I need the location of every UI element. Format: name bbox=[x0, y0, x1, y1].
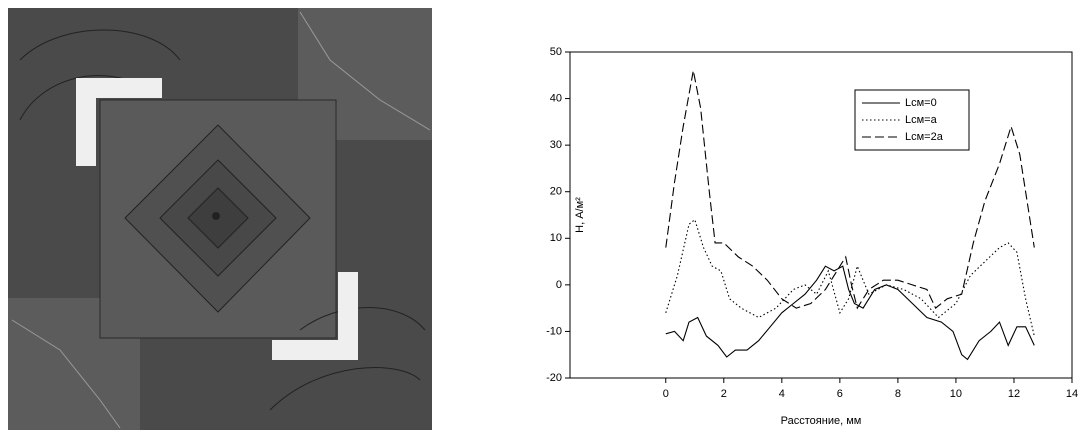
y-tick-label: 30 bbox=[550, 139, 562, 151]
x-tick-label: 14 bbox=[1066, 388, 1078, 400]
y-tick-label: -10 bbox=[546, 325, 562, 337]
x-tick-label: 0 bbox=[663, 388, 669, 400]
x-tick-label: 10 bbox=[950, 388, 962, 400]
x-tick-label: 12 bbox=[1008, 388, 1020, 400]
y-tick-label: 20 bbox=[550, 186, 562, 198]
y-tick-label: 10 bbox=[550, 232, 562, 244]
legend-label: Lсм=2a bbox=[905, 131, 944, 143]
x-tick-label: 2 bbox=[721, 388, 727, 400]
data-line bbox=[665, 70, 1035, 310]
contour-image bbox=[8, 8, 432, 430]
x-axis-label: Расстояние, мм bbox=[781, 415, 862, 427]
y-axis-label: Н, А/м² bbox=[574, 197, 586, 233]
y-tick-label: 40 bbox=[550, 92, 562, 104]
x-tick-label: 8 bbox=[895, 388, 901, 400]
data-line bbox=[665, 218, 1035, 337]
legend-label: Lсм=0 bbox=[905, 97, 937, 109]
x-tick-label: 4 bbox=[779, 388, 785, 400]
y-tick-label: 0 bbox=[556, 279, 562, 291]
legend: Lсм=0 Lсм=a Lсм=2a bbox=[854, 89, 970, 151]
x-tick-label: 6 bbox=[837, 388, 843, 400]
y-tick-label: -20 bbox=[546, 372, 562, 384]
data-line bbox=[665, 265, 1035, 361]
legend-label: Lсм=a bbox=[905, 114, 938, 126]
y-tick-label: 50 bbox=[550, 46, 562, 58]
plot-frame bbox=[569, 51, 1073, 379]
